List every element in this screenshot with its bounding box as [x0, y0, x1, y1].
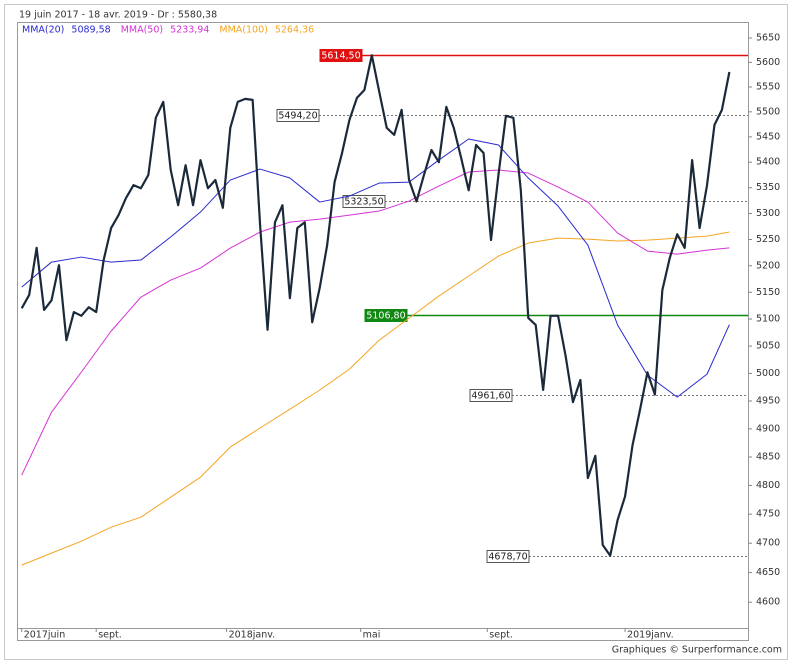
y-tick-label: 5350 — [756, 182, 780, 193]
x-tick-label: mai — [363, 630, 381, 641]
level-label-box — [486, 550, 530, 563]
level-label-box — [276, 109, 320, 122]
y-tick-label: 5100 — [756, 314, 780, 325]
y-tick-label: 5250 — [756, 234, 780, 245]
y-tick-label: 4900 — [756, 423, 780, 434]
level-label-box — [342, 195, 386, 208]
level-label: 5323,50 — [344, 197, 383, 208]
level-label: 5106,80 — [366, 311, 405, 322]
level-label: 4961,60 — [471, 391, 510, 402]
level-label: 5494,20 — [278, 111, 317, 122]
y-tick-label: 5500 — [756, 106, 780, 117]
legend-label: MMA(50) — [121, 25, 163, 36]
level-label: 5614,50 — [321, 51, 360, 62]
x-tick-label: 2017juin — [24, 630, 66, 641]
y-tick-label: 4650 — [756, 567, 780, 578]
y-tick-label: 5450 — [756, 131, 780, 142]
legend-label: MMA(100) — [219, 25, 267, 36]
level-label-box — [364, 309, 408, 322]
y-tick-label: 4600 — [756, 597, 780, 608]
y-tick-label: 4800 — [756, 480, 780, 491]
level-label: 4678,70 — [488, 552, 527, 563]
legend-value: 5089,58 — [71, 25, 110, 36]
y-tick-label: 4950 — [756, 395, 780, 406]
price-line — [20, 54, 731, 557]
y-tick-label: 4700 — [756, 538, 780, 549]
y-tick-label: 5000 — [756, 368, 780, 379]
x-tick-label: sept. — [489, 630, 513, 641]
level-label-box — [469, 389, 513, 402]
legend-label: MMA(20) — [22, 25, 64, 36]
y-tick-label: 5050 — [756, 341, 780, 352]
y-tick-label: 5650 — [756, 32, 780, 43]
y-tick-label: 5550 — [756, 81, 780, 92]
y-tick-label: 5200 — [756, 260, 780, 271]
moving-average-line — [21, 231, 730, 566]
outer-frame — [4, 4, 788, 660]
y-tick-label: 5150 — [756, 287, 780, 298]
chart-footer: Graphiques © Surperformance.com — [612, 645, 782, 656]
legend-value: 5233,94 — [170, 25, 209, 36]
x-tick-label: sept. — [98, 630, 122, 641]
x-tick-label: 2019janv. — [627, 630, 674, 641]
x-tick-label: 2018janv. — [229, 630, 276, 641]
chart-subtitle: 19 juin 2017 - 18 avr. 2019 - Dr : 5580,… — [19, 10, 217, 21]
legend-value: 5264,36 — [275, 25, 314, 36]
y-tick-label: 5300 — [756, 208, 780, 219]
level-label-box — [319, 49, 363, 62]
moving-average-line — [21, 169, 730, 476]
y-tick-label: 5600 — [756, 57, 780, 68]
y-tick-label: 5400 — [756, 157, 780, 168]
y-tick-label: 4850 — [756, 451, 780, 462]
moving-average-line — [21, 138, 730, 398]
y-tick-label: 4750 — [756, 509, 780, 520]
plot-frame — [17, 22, 749, 641]
